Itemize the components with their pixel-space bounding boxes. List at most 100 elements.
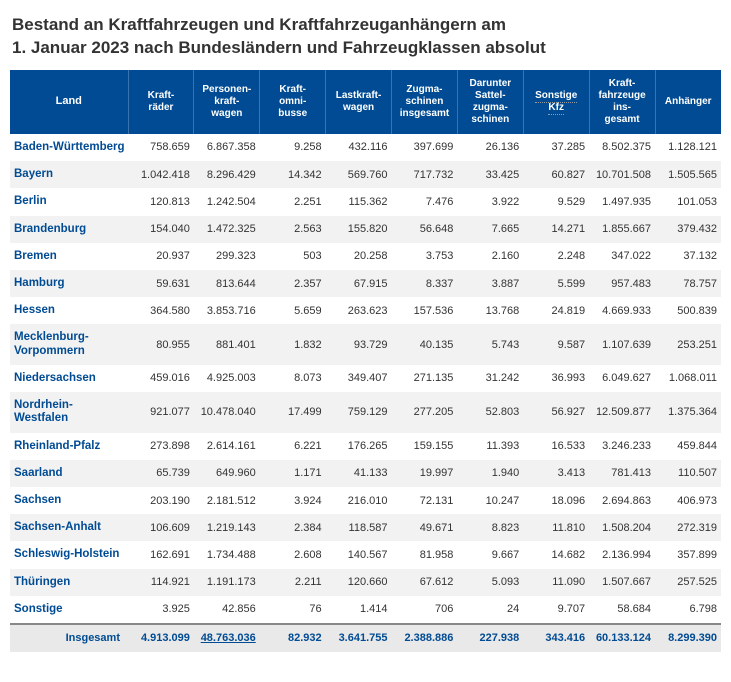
land-cell: Hamburg [10,270,128,297]
value-cell: 2.357 [260,270,326,297]
value-cell: 115.362 [326,188,392,215]
value-cell: 58.684 [589,596,655,624]
value-cell: 1.107.639 [589,324,655,364]
land-cell: Berlin [10,188,128,215]
title-line-2: 1. Januar 2023 nach Bundesländern und Fa… [12,38,546,57]
value-cell: 4.925.003 [194,365,260,392]
total-value-cell: 2.388.886 [392,624,458,652]
value-cell: 9.707 [523,596,589,624]
value-cell: 56.648 [392,216,458,243]
value-cell: 10.478.040 [194,392,260,432]
table-row: Niedersachsen459.0164.925.0038.073349.40… [10,365,721,392]
value-cell: 253.251 [655,324,721,364]
table-row: Hamburg59.631813.6442.35767.9158.3373.88… [10,270,721,297]
table-row: Thüringen114.9211.191.1732.211120.66067.… [10,569,721,596]
value-cell: 347.022 [589,243,655,270]
total-value-cell: 48.763.036 [194,624,260,652]
vehicle-table: Land Kraft-räder Personen-kraft-wagen Kr… [10,70,721,652]
value-cell: 277.205 [392,392,458,432]
value-cell: 11.810 [523,514,589,541]
value-cell: 11.090 [523,569,589,596]
land-cell: Niedersachsen [10,365,128,392]
value-cell: 8.073 [260,365,326,392]
col-kraftraeder: Kraft-räder [128,70,194,134]
table-row: Schleswig-Holstein162.6911.734.4882.6081… [10,541,721,568]
table-row: Saarland65.739649.9601.17141.13319.9971.… [10,460,721,487]
value-cell: 2.248 [523,243,589,270]
value-cell: 1.242.504 [194,188,260,215]
value-cell: 717.732 [392,161,458,188]
value-cell: 42.856 [194,596,260,624]
table-row: Berlin120.8131.242.5042.251115.3627.4763… [10,188,721,215]
value-cell: 2.251 [260,188,326,215]
value-cell: 52.803 [457,392,523,432]
land-cell: Rheinland-Pfalz [10,433,128,460]
land-cell: Brandenburg [10,216,128,243]
value-cell: 758.659 [128,134,194,161]
value-cell: 20.258 [326,243,392,270]
table-row: Sachsen203.1902.181.5123.924216.01072.13… [10,487,721,514]
value-cell: 76 [260,596,326,624]
value-cell: 140.567 [326,541,392,568]
value-cell: 500.839 [655,297,721,324]
land-cell: Saarland [10,460,128,487]
value-cell: 2.181.512 [194,487,260,514]
value-cell: 176.265 [326,433,392,460]
value-cell: 37.285 [523,134,589,161]
value-cell: 5.599 [523,270,589,297]
value-cell: 406.973 [655,487,721,514]
value-cell: 14.342 [260,161,326,188]
col-sonst: SonstigeKfz [523,70,589,134]
value-cell: 1.128.121 [655,134,721,161]
value-cell: 459.016 [128,365,194,392]
col-zugm: Zugma-schineninsgesamt [392,70,458,134]
value-cell: 120.813 [128,188,194,215]
header-row: Land Kraft-räder Personen-kraft-wagen Kr… [10,70,721,134]
value-cell: 17.499 [260,392,326,432]
value-cell: 813.644 [194,270,260,297]
value-cell: 120.660 [326,569,392,596]
value-cell: 257.525 [655,569,721,596]
table-row: Brandenburg154.0401.472.3252.563155.8205… [10,216,721,243]
value-cell: 6.867.358 [194,134,260,161]
page-title: Bestand an Kraftfahrzeugen und Kraftfahr… [12,14,721,60]
value-cell: 881.401 [194,324,260,364]
land-cell: Mecklenburg-Vorpommern [10,324,128,364]
col-kfz-ins: Kraft-fahrzeugeins-gesamt [589,70,655,134]
value-cell: 65.739 [128,460,194,487]
value-cell: 60.827 [523,161,589,188]
value-cell: 1.507.667 [589,569,655,596]
land-cell: Bremen [10,243,128,270]
value-cell: 59.631 [128,270,194,297]
value-cell: 40.135 [392,324,458,364]
value-cell: 1.068.011 [655,365,721,392]
value-cell: 272.319 [655,514,721,541]
value-cell: 2.694.863 [589,487,655,514]
table-row: Baden-Württemberg758.6596.867.3589.25843… [10,134,721,161]
value-cell: 49.671 [392,514,458,541]
value-cell: 118.587 [326,514,392,541]
value-cell: 2.211 [260,569,326,596]
value-cell: 24 [457,596,523,624]
value-cell: 14.682 [523,541,589,568]
value-cell: 7.665 [457,216,523,243]
value-cell: 20.937 [128,243,194,270]
land-cell: Nordrhein-Westfalen [10,392,128,432]
value-cell: 569.760 [326,161,392,188]
value-cell: 13.768 [457,297,523,324]
land-cell: Sonstige [10,596,128,624]
total-value-cell: 8.299.390 [655,624,721,652]
value-cell: 3.753 [392,243,458,270]
value-cell: 1.219.143 [194,514,260,541]
value-cell: 299.323 [194,243,260,270]
value-cell: 6.049.627 [589,365,655,392]
value-cell: 1.472.325 [194,216,260,243]
table-row: Mecklenburg-Vorpommern80.955881.4011.832… [10,324,721,364]
value-cell: 957.483 [589,270,655,297]
value-cell: 1.734.488 [194,541,260,568]
value-cell: 8.823 [457,514,523,541]
value-cell: 12.509.877 [589,392,655,432]
value-cell: 80.955 [128,324,194,364]
land-cell: Bayern [10,161,128,188]
value-cell: 1.042.418 [128,161,194,188]
